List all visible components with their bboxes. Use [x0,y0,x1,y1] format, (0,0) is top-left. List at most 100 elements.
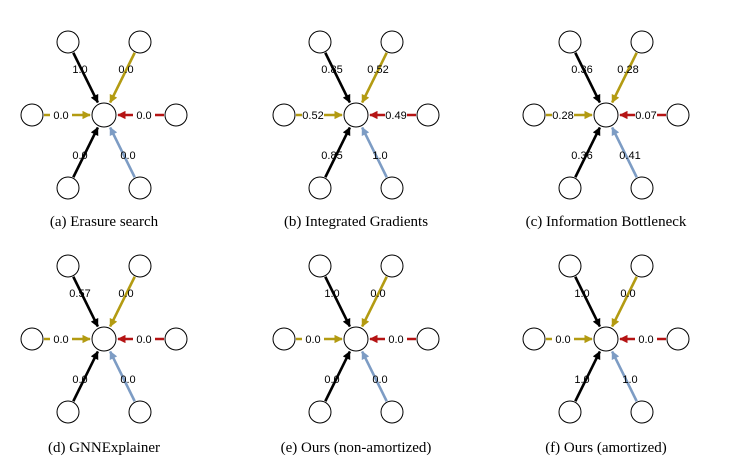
edge-top-left [72,276,99,328]
node-bottom-right [380,400,404,424]
node-top-right [380,254,404,278]
edge-label-right: 0.49 [385,110,406,122]
edge-label-top-right: 0.0 [370,288,385,300]
edge-label-left: 0.28 [552,110,573,122]
edge-label-top-left: 0.36 [571,64,592,76]
node-top-left [56,254,80,278]
edge-label-bottom-right: 0.0 [372,374,387,386]
node-center [343,326,369,352]
edge-label-backing [133,109,155,122]
edge-label-backing [385,109,407,122]
edge-top-right [109,52,136,104]
edge-label-bottom-left: 0.85 [321,150,342,162]
panel-caption: (c) Information Bottleneck [526,214,687,230]
node-bottom-right [380,176,404,200]
edge-label-bottom-right: 0.41 [619,150,640,162]
edge-label-left: 0.0 [555,334,570,346]
edge-label-bottom-left: 0.36 [571,150,592,162]
edge-label-backing [385,333,407,346]
edge-top-left [574,276,601,328]
edge-label-top-right: 0.52 [367,64,388,76]
edge-label-bottom-left: 0.0 [72,374,87,386]
edge-label-left: 0.52 [302,110,323,122]
panel-caption: (f) Ours (amortized) [545,440,667,456]
node-top-right [630,30,654,54]
edge-label-top-right: 0.0 [118,64,133,76]
edge-label-backing [50,109,72,122]
edge-top-right [611,52,638,104]
edge-label-bottom-right: 0.0 [120,374,135,386]
edge-bottom-left [324,350,351,402]
edge-label-backing [552,109,574,122]
panel-caption: (d) GNNExplainer [48,440,160,456]
node-bottom-left [56,400,80,424]
edge-label-backing [133,333,155,346]
edge-label-top-right: 0.0 [620,288,635,300]
node-bottom-left [56,176,80,200]
edge-bottom-left [324,126,351,178]
panel-d: 0.57 0.0 0.0 0.0 0.0 0.0 (d) GNNExplainer [20,254,188,456]
node-left [20,103,44,127]
edge-bottom-right [109,126,136,178]
edge-bottom-right [611,350,638,402]
node-center [593,102,619,128]
edge-label-top-left: 1.0 [72,64,87,76]
edge-label-bottom-left: 0.0 [324,374,339,386]
node-bottom-right [128,176,152,200]
edge-label-backing [302,109,324,122]
node-right [416,103,440,127]
edge-top-right [361,52,388,104]
edge-bottom-left [574,350,601,402]
edge-label-bottom-right: 0.0 [120,150,135,162]
edge-top-right [361,276,388,328]
edge-top-right [611,276,638,328]
edge-label-left: 0.0 [305,334,320,346]
node-bottom-left [308,176,332,200]
edge-bottom-right [361,126,388,178]
edge-label-right: 0.07 [635,110,656,122]
edge-label-top-left: 0.85 [321,64,342,76]
edge-label-top-left: 1.0 [324,288,339,300]
node-right [416,327,440,351]
node-left [272,103,296,127]
edge-top-left [324,276,351,328]
node-right [666,327,690,351]
edge-label-top-left: 0.57 [69,288,90,300]
panel-e: 1.0 0.0 0.0 0.0 0.0 0.0 (e) Ours (non-amortize… [272,254,440,456]
node-right [164,327,188,351]
panel-c: 0.36 0.28 0.28 0.07 0.36 0.41 (c) Information … [522,30,690,230]
node-top-right [128,30,152,54]
edge-label-backing [552,333,574,346]
node-left [522,103,546,127]
edge-label-backing [50,333,72,346]
node-bottom-left [308,400,332,424]
edge-label-top-right: 0.0 [118,288,133,300]
node-right [164,103,188,127]
edge-label-bottom-left: 1.0 [574,374,589,386]
edge-top-left [72,52,99,104]
node-center [343,102,369,128]
edge-bottom-left [72,350,99,402]
edge-label-top-left: 1.0 [574,288,589,300]
node-top-right [128,254,152,278]
panels-layer: 1.0 0.0 0.0 0.0 0.0 0.0 (a) Erasure search 0.85… [20,30,690,456]
node-top-left [558,30,582,54]
edge-top-left [324,52,351,104]
node-top-left [308,254,332,278]
edge-label-bottom-left: 0.0 [72,150,87,162]
node-left [272,327,296,351]
panel-b: 0.85 0.52 0.52 0.49 0.85 1.0 (b) Integrated Gr… [272,30,440,230]
edge-label-right: 0.0 [136,334,151,346]
node-top-left [558,254,582,278]
node-left [522,327,546,351]
edge-bottom-right [361,350,388,402]
panel-a: 1.0 0.0 0.0 0.0 0.0 0.0 (a) Erasure search [20,30,188,230]
node-center [91,326,117,352]
node-bottom-left [558,400,582,424]
node-top-right [380,30,404,54]
edge-bottom-left [574,126,601,178]
node-right [666,103,690,127]
edge-label-left: 0.0 [53,110,68,122]
edge-bottom-right [109,350,136,402]
